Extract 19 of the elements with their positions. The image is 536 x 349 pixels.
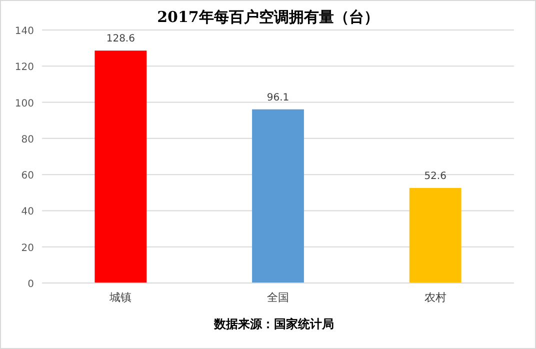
data-label: 52.6 xyxy=(424,170,446,182)
bar xyxy=(252,109,304,283)
y-tick-label: 80 xyxy=(21,134,34,146)
y-tick-label: 40 xyxy=(21,206,34,218)
y-tick-label: 100 xyxy=(14,98,34,110)
x-tick-label: 城镇 xyxy=(108,291,132,304)
data-label: 128.6 xyxy=(106,34,135,45)
y-tick-label: 0 xyxy=(28,279,34,290)
bar xyxy=(94,50,147,283)
y-tick-label: 60 xyxy=(21,170,34,182)
y-tick-label: 140 xyxy=(14,26,34,37)
x-tick-label: 农村 xyxy=(424,291,446,304)
data-label: 96.1 xyxy=(266,92,290,104)
x-tick-label: 全国 xyxy=(267,291,289,304)
source-note: 数据来源：国家统计局 xyxy=(213,317,334,331)
y-tick-label: 120 xyxy=(14,62,34,74)
chart-title: 2017年每百户空调拥有量（台） xyxy=(157,8,379,26)
bar xyxy=(409,188,462,283)
y-tick-label: 20 xyxy=(21,242,34,254)
